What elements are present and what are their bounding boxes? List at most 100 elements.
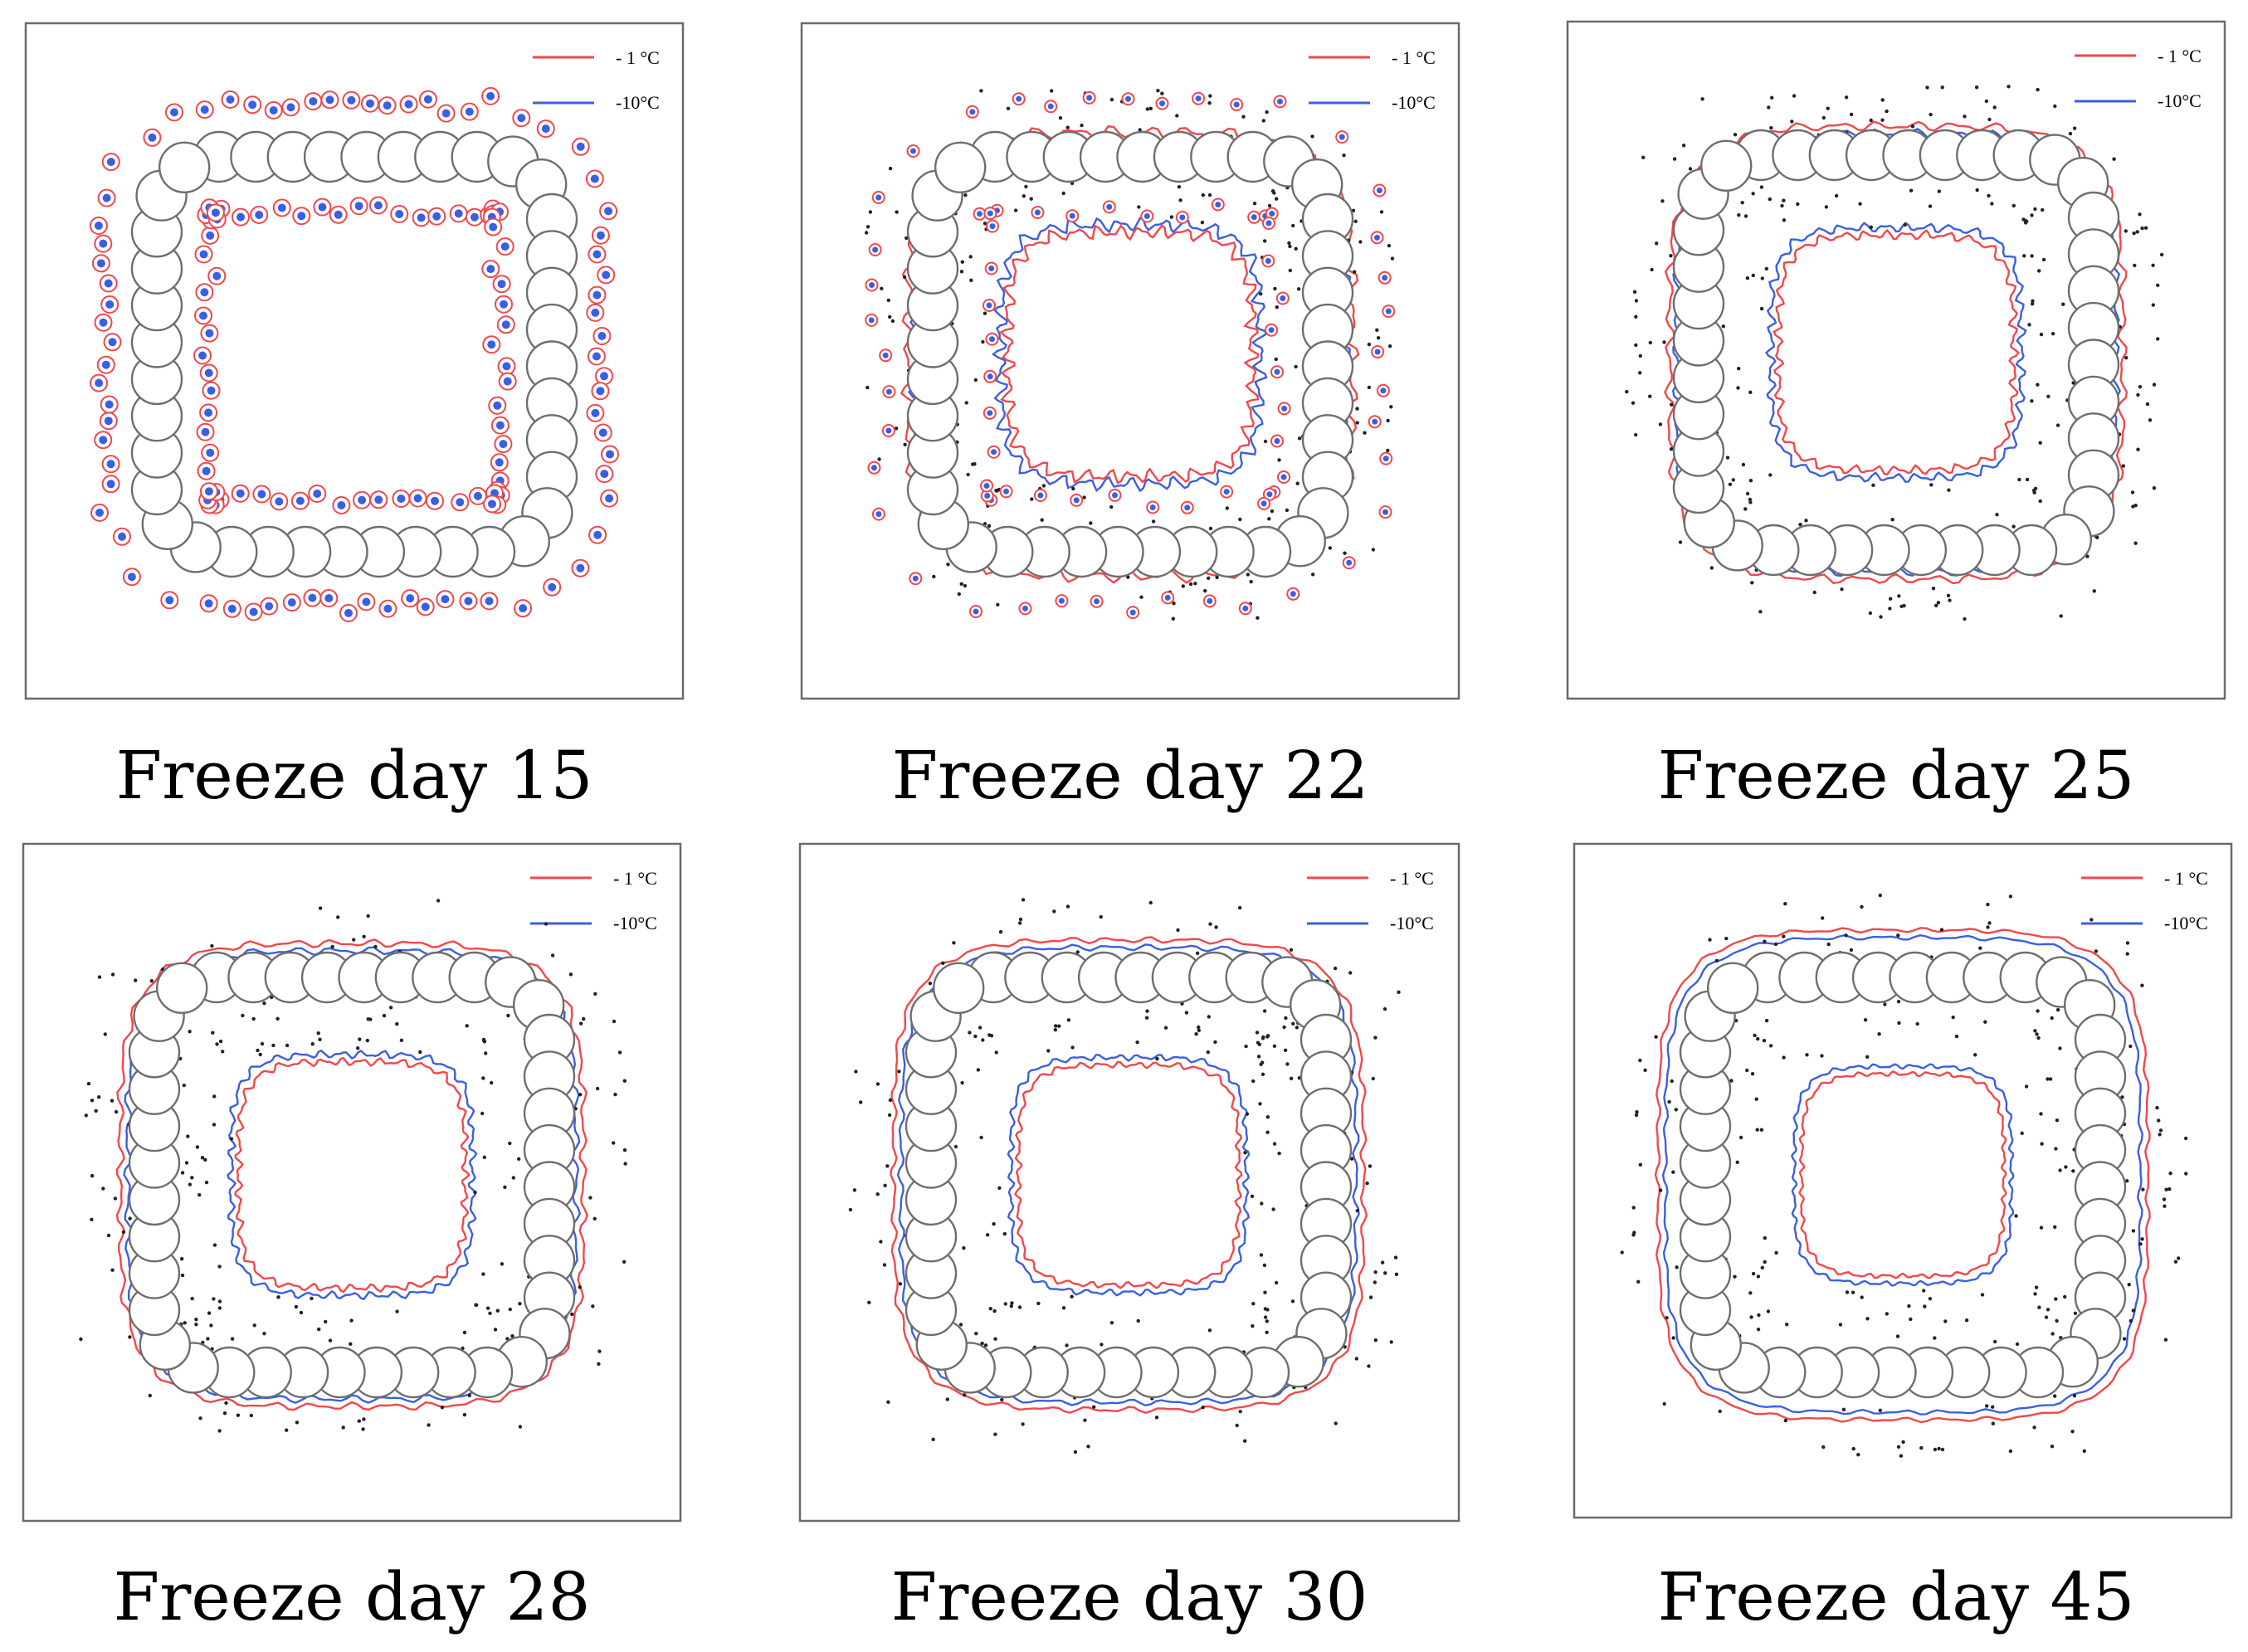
sample-point: [941, 961, 945, 965]
sample-point: [1193, 582, 1197, 586]
pipe-cold-core: [1346, 559, 1353, 566]
sample-point: [1987, 921, 1992, 925]
sample-point: [1770, 95, 1774, 100]
sample-point: [482, 1039, 486, 1043]
sample-point: [204, 1180, 209, 1185]
outer-warm-front: [115, 938, 588, 1411]
sample-point: [996, 602, 1000, 607]
pipe-cold-core: [248, 100, 257, 110]
sample-point: [1251, 1079, 1256, 1084]
sample-point: [1386, 418, 1390, 423]
sample-point: [357, 1419, 361, 1423]
sample-point: [1355, 1208, 1359, 1213]
sample-point: [1655, 241, 1659, 246]
pipe-cold-core: [313, 490, 322, 498]
pipe-cold-core: [1034, 209, 1041, 216]
sample-point: [2008, 894, 2013, 899]
sample-point: [1289, 1076, 1294, 1080]
sample-point: [1263, 439, 1268, 444]
pipe-cold-core: [127, 573, 136, 582]
sample-point: [2094, 949, 2099, 953]
pipe-cold-core: [432, 212, 441, 221]
sample-point: [888, 166, 893, 171]
sample-point: [2046, 1308, 2051, 1312]
sample-point: [1767, 105, 1771, 110]
sample-point: [1909, 1317, 1913, 1322]
pipe-cold-core: [488, 499, 496, 509]
sample-point: [1126, 575, 1130, 579]
pipe-cold-core: [334, 210, 343, 219]
sample-point: [1290, 1299, 1295, 1304]
sample-point: [2051, 1332, 2055, 1336]
sample-point: [2036, 87, 2040, 92]
sample-point: [1753, 1033, 1757, 1038]
sample-point: [1931, 587, 1936, 591]
sample-point: [879, 1240, 883, 1244]
pipe-cold-core: [1251, 214, 1257, 221]
sample-point: [2070, 1430, 2075, 1434]
pipe-cold-core: [204, 487, 213, 496]
pipe-cold-core: [1380, 387, 1387, 394]
sample-point: [358, 1037, 362, 1041]
sample-point: [1975, 188, 1979, 192]
sample-point: [1272, 191, 1276, 195]
pipe-cold-core: [1159, 100, 1165, 107]
sample-point: [1151, 519, 1156, 524]
sample-point: [1163, 1026, 1168, 1030]
sample-point: [1790, 119, 1794, 124]
sample-point: [932, 574, 936, 579]
sample-point: [1662, 340, 1666, 344]
sample-point: [1897, 594, 1901, 598]
pipe-cold-core: [987, 210, 993, 217]
sample-point: [276, 1295, 280, 1299]
sample-point: [622, 1148, 627, 1153]
sample-point: [1745, 276, 1750, 280]
sample-point: [1241, 115, 1246, 119]
sample-point: [2040, 1142, 2044, 1146]
sample-point: [1086, 1445, 1090, 1449]
sample-point: [1367, 342, 1372, 347]
sample-point: [1022, 194, 1026, 198]
sample-point: [1821, 115, 1826, 120]
sample-point: [1928, 204, 1933, 208]
sample-point: [1782, 198, 1786, 202]
pipe-cold-core: [395, 210, 404, 218]
pipe-cold-core: [354, 202, 363, 211]
sample-point: [1929, 112, 1933, 117]
sample-point: [1376, 336, 1381, 340]
pipe-cold-core: [872, 246, 879, 253]
sample-point: [1285, 1062, 1290, 1066]
panel-frame: [24, 22, 685, 700]
sample-point: [1634, 1113, 1639, 1118]
pipe-cold-core: [593, 530, 602, 539]
sample-point: [1635, 1110, 1639, 1114]
sample-point: [90, 1217, 94, 1221]
sample-point: [880, 286, 884, 290]
sample-point: [1948, 598, 1952, 602]
sample-point: [992, 1308, 997, 1313]
sample-point: [905, 236, 909, 241]
sample-point: [983, 1343, 988, 1347]
sample-point: [1003, 1302, 1007, 1306]
sample-point: [592, 1216, 597, 1221]
sample-point: [1925, 85, 1929, 90]
sample-point: [1073, 1450, 1078, 1455]
sample-point: [1812, 590, 1816, 595]
sample-point: [1207, 576, 1211, 580]
sample-point: [2136, 392, 2140, 397]
sample-point: [203, 1157, 207, 1162]
sample-point: [1658, 1188, 1663, 1192]
sample-point: [1255, 1031, 1260, 1035]
sample-point: [1762, 1039, 1767, 1043]
freeze-diagram-5: - 1 °C -10°C: [798, 842, 1460, 1523]
sample-point: [1731, 478, 1735, 482]
sample-point: [1061, 1306, 1066, 1310]
sample-point: [1375, 328, 1379, 332]
sample-point: [2020, 1131, 2024, 1135]
sample-point: [1821, 1445, 1826, 1450]
pipe-cold-core: [295, 496, 305, 505]
sample-point: [1638, 1058, 1642, 1063]
sample-point: [1782, 1055, 1786, 1060]
sample-point: [973, 378, 978, 383]
sample-point: [1943, 1319, 1948, 1323]
